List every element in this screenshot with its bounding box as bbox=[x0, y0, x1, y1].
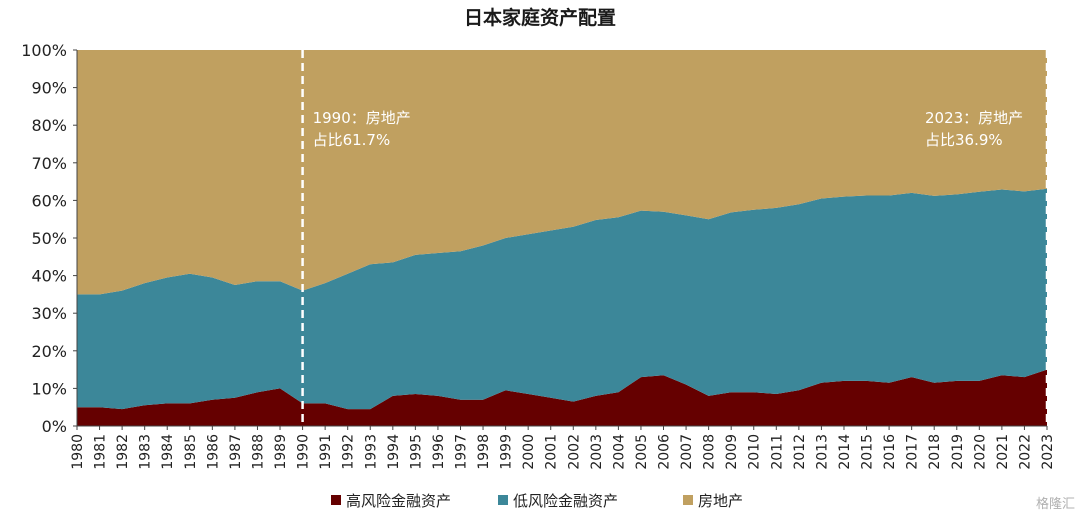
x-tick-label: 1986 bbox=[205, 434, 221, 470]
x-tick-label: 1980 bbox=[70, 434, 86, 470]
x-tick-label: 1981 bbox=[93, 434, 109, 470]
annotation-text-1990: 占比61.7% bbox=[313, 131, 391, 149]
y-tick-label: 100% bbox=[21, 41, 67, 60]
x-tick-label: 1985 bbox=[183, 434, 199, 470]
x-tick-label: 1989 bbox=[273, 434, 289, 470]
x-tick-label: 1998 bbox=[476, 434, 492, 470]
y-axis: 0% 10% 20% 30% 40% 50% 60% 70% 80% 90% 100% bbox=[21, 41, 78, 436]
x-tick-label: 2002 bbox=[566, 434, 582, 470]
x-tick-label: 2011 bbox=[769, 434, 785, 470]
area-series-1 bbox=[77, 369, 1047, 426]
watermark: 格隆汇 bbox=[1036, 496, 1075, 512]
x-tick-label: 2008 bbox=[702, 434, 718, 470]
x-tick-label: 1993 bbox=[363, 434, 379, 470]
x-tick-label: 1996 bbox=[431, 434, 447, 470]
x-tick-label: 2009 bbox=[724, 434, 740, 470]
legend-swatch-1 bbox=[331, 495, 341, 505]
y-tick-label: 30% bbox=[31, 304, 67, 323]
x-axis: 1980 1981 1982 1983 1984 1985 1986 1987 1988 1989… bbox=[70, 425, 1056, 470]
y-tick-label: 20% bbox=[31, 342, 67, 361]
plot-areas bbox=[77, 50, 1047, 426]
annotation-text-1990: 1990：房地产 bbox=[313, 109, 411, 127]
annotation-text-2023: 2023：房地产 bbox=[925, 109, 1023, 127]
x-tick-label: 2016 bbox=[882, 434, 898, 470]
x-tick-label: 1992 bbox=[341, 434, 357, 470]
x-tick-label: 1997 bbox=[453, 434, 469, 470]
y-tick-label: 10% bbox=[31, 379, 67, 398]
y-tick-label: 70% bbox=[31, 154, 67, 173]
x-tick-label: 1995 bbox=[408, 434, 424, 470]
area-series-2 bbox=[77, 188, 1047, 410]
x-tick-label: 2003 bbox=[589, 434, 605, 470]
legend: 高风险金融资产 低风险金融资产 房地产 bbox=[331, 492, 743, 510]
legend-swatch-3 bbox=[683, 495, 693, 505]
y-tick-label: 60% bbox=[31, 191, 67, 210]
area-series-3 bbox=[77, 50, 1047, 295]
x-tick-label: 1999 bbox=[499, 434, 515, 470]
legend-swatch-2 bbox=[498, 495, 508, 505]
chart-title: 日本家庭资产配置 bbox=[464, 6, 616, 29]
x-tick-label: 2023 bbox=[1040, 434, 1056, 470]
x-tick-label: 2022 bbox=[1017, 434, 1033, 470]
annotation-lines bbox=[301, 50, 1049, 426]
x-tick-label: 1994 bbox=[386, 434, 402, 470]
y-tick-label: 80% bbox=[31, 116, 67, 135]
x-tick-label: 2005 bbox=[634, 434, 650, 470]
x-tick-label: 2012 bbox=[792, 434, 808, 470]
legend-label-2: 低风险金融资产 bbox=[513, 492, 618, 510]
y-tick-label: 90% bbox=[31, 79, 67, 98]
y-tick-label: 50% bbox=[31, 229, 67, 248]
legend-label-1: 高风险金融资产 bbox=[346, 492, 451, 510]
x-tick-label: 1982 bbox=[115, 434, 131, 470]
x-tick-label: 2000 bbox=[521, 434, 537, 470]
x-tick-label: 2020 bbox=[972, 434, 988, 470]
x-tick-label: 1983 bbox=[138, 434, 154, 470]
x-tick-label: 1990 bbox=[296, 434, 312, 470]
x-tick-label: 2021 bbox=[995, 434, 1011, 470]
x-tick-label: 2015 bbox=[860, 434, 876, 470]
x-tick-label: 2019 bbox=[950, 434, 966, 470]
x-tick-label: 1991 bbox=[318, 434, 334, 470]
annotation-text-2023: 占比36.9% bbox=[925, 131, 1003, 149]
x-tick-label: 1984 bbox=[160, 434, 176, 470]
x-tick-label: 2018 bbox=[927, 434, 943, 470]
x-tick-label: 2010 bbox=[747, 434, 763, 470]
y-tick-label: 0% bbox=[42, 417, 67, 436]
x-tick-label: 2007 bbox=[679, 434, 695, 470]
x-tick-label: 1987 bbox=[228, 434, 244, 470]
legend-label-3: 房地产 bbox=[698, 492, 743, 510]
x-tick-label: 2006 bbox=[657, 434, 673, 470]
x-tick-label: 2014 bbox=[837, 434, 853, 470]
x-tick-label: 1988 bbox=[250, 434, 266, 470]
x-tick-label: 2004 bbox=[611, 434, 627, 470]
x-tick-label: 2001 bbox=[544, 434, 560, 470]
x-tick-label: 2017 bbox=[905, 434, 921, 470]
y-tick-label: 40% bbox=[31, 267, 67, 286]
x-tick-label: 2013 bbox=[814, 434, 830, 470]
